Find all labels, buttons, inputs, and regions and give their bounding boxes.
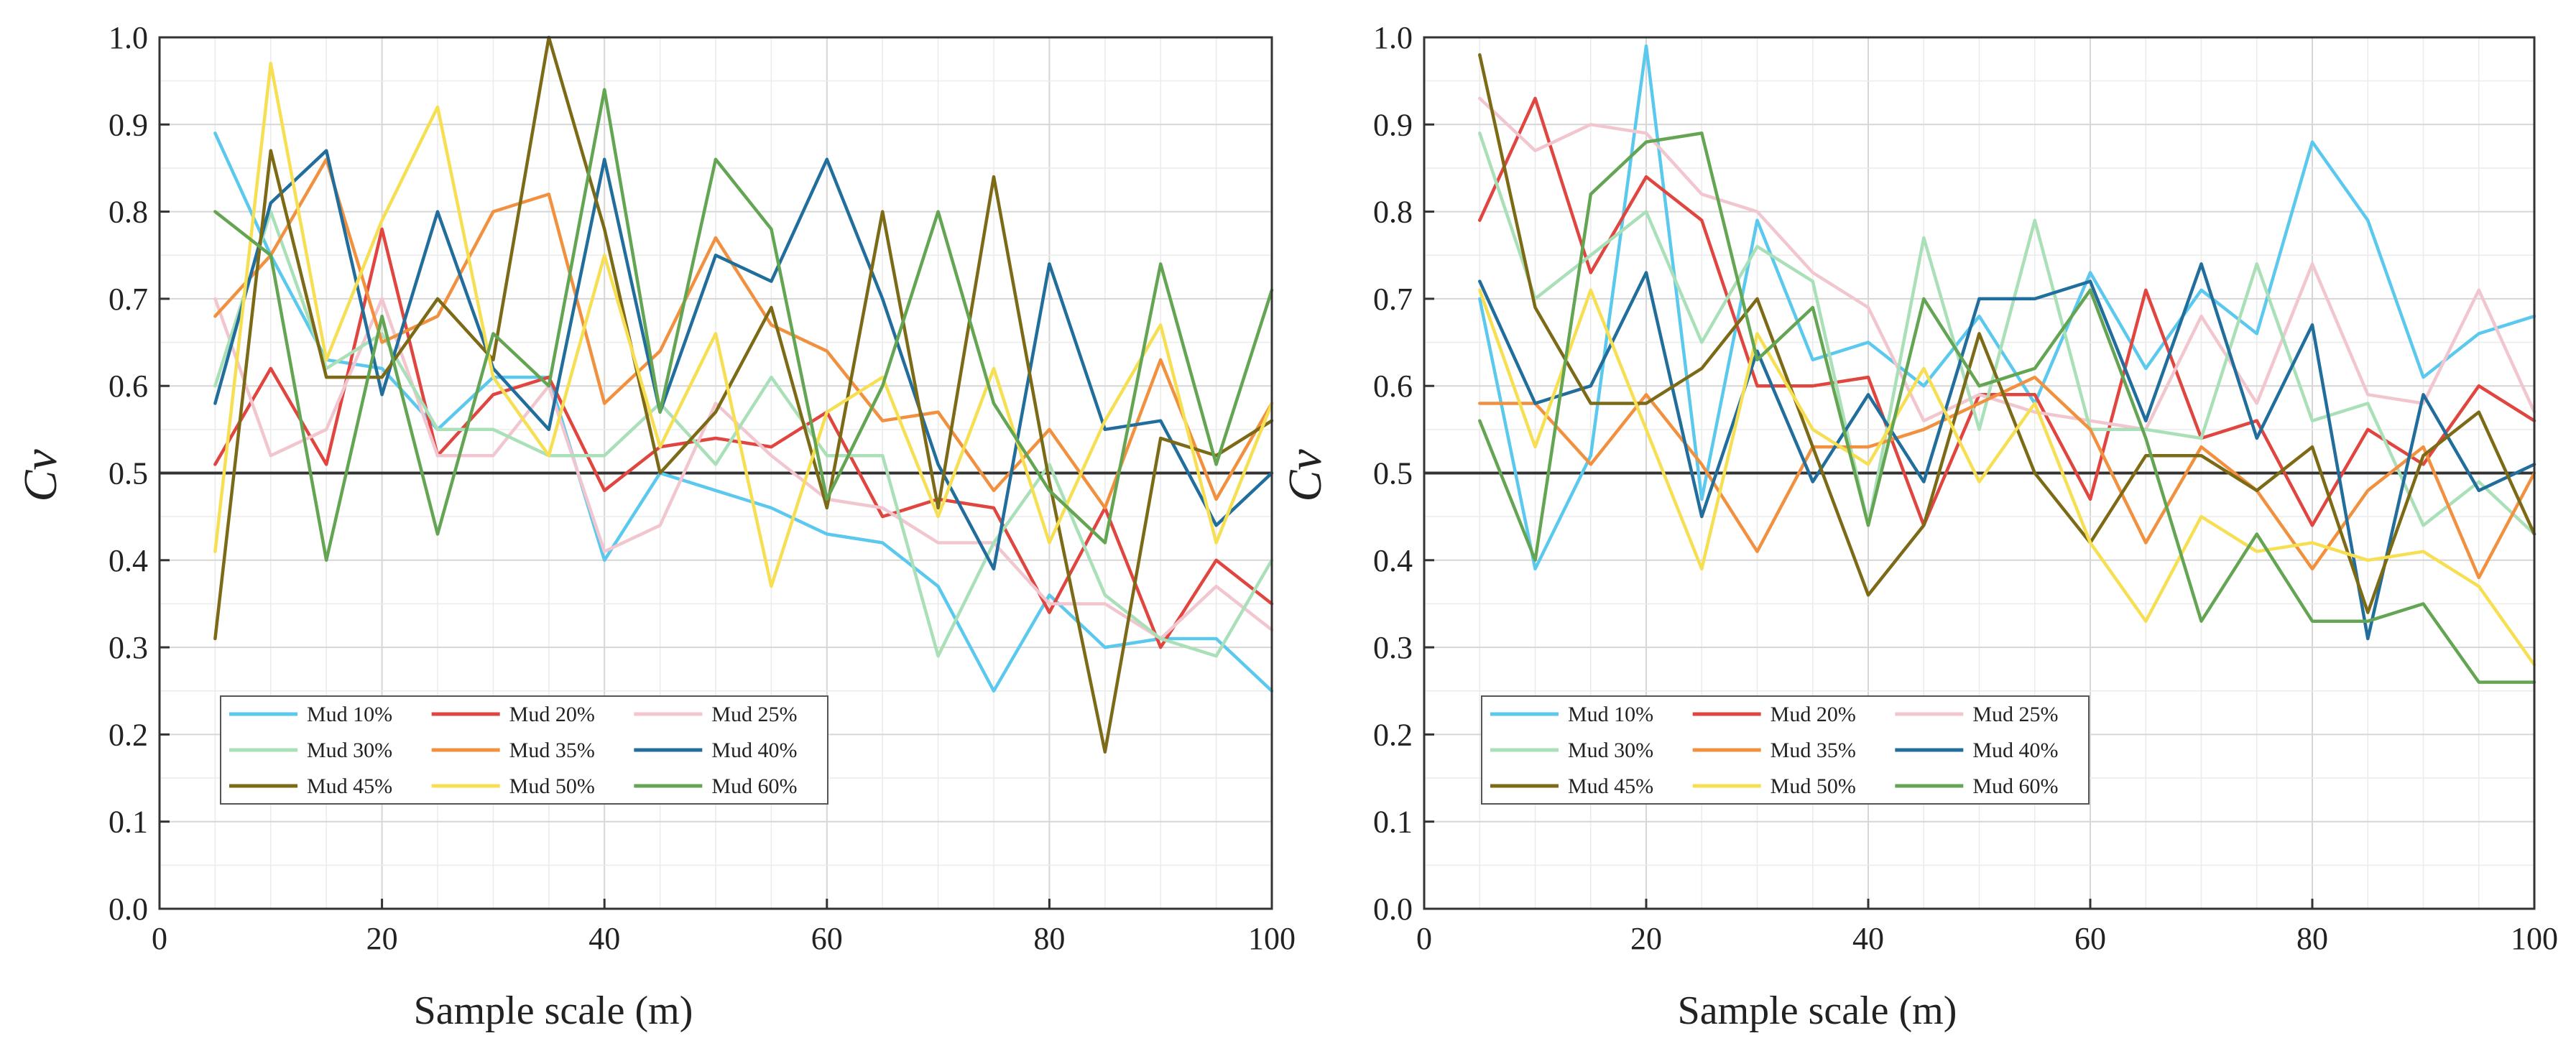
legend-label-mud-45: Mud 45% — [1568, 774, 1653, 798]
series-line-mud-50 — [1478, 288, 2536, 667]
y-tick-label: 0.3 — [109, 630, 148, 665]
legend-label-mud-20: Mud 20% — [509, 703, 595, 726]
series-line-mud-10 — [1478, 44, 2536, 571]
y-tick-label: 0.4 — [1373, 543, 1413, 578]
legend: Mud 10% Mud 20% Mud 25% Mud 30% Mud 35% Mud 4… — [220, 695, 828, 805]
y-tick-label: 0.7 — [109, 282, 148, 317]
legend-label-mud-35: Mud 35% — [1771, 739, 1856, 762]
series-line-mud-20 — [213, 227, 1274, 649]
y-tick-label: 0.6 — [109, 369, 148, 404]
series-group — [213, 35, 1274, 754]
legend-label-mud-20: Mud 20% — [1771, 703, 1856, 726]
series-group — [1478, 44, 2536, 684]
x-tick-label: 40 — [1852, 921, 1884, 956]
series-line-mud-30 — [1478, 131, 2536, 536]
series-line-mud-25 — [213, 297, 1274, 641]
y-tick-label: 0.4 — [109, 543, 148, 578]
legend-label-mud-25: Mud 25% — [1972, 703, 2058, 726]
y-tick-label: 0.1 — [109, 805, 148, 840]
y-axis-ticks: 0.0 0.1 0.2 0.3 0.4 0.5 0.6 0.7 0.8 0.9 1.0 — [109, 20, 170, 927]
y-tick-label: 0.0 — [109, 892, 148, 927]
y-tick-label: 0.8 — [109, 195, 148, 230]
series-line-mud-60 — [1478, 131, 2536, 684]
series-line-mud-10 — [213, 131, 1274, 693]
x-axis-ticks: 0 20 40 60 80 100 — [152, 899, 1296, 956]
y-tick-label: 0.7 — [1373, 282, 1413, 317]
series-line-mud-50 — [213, 62, 1274, 588]
series-line-mud-60 — [213, 88, 1274, 562]
y-tick-label: 0.1 — [1373, 805, 1413, 840]
y-axis-title: Cv — [1279, 449, 1331, 502]
legend-label-mud-25: Mud 25% — [711, 703, 797, 726]
chart-left: Sample scale (m) Cv 0 20 40 60 80 1000.00.10.… — [14, 20, 1296, 1033]
y-axis-ticks: 0.0 0.1 0.2 0.3 0.4 0.5 0.6 0.7 0.8 0.9 1.0 — [1373, 20, 1434, 927]
y-tick-label: 0.3 — [1373, 630, 1413, 665]
x-tick-label: 100 — [1248, 921, 1296, 956]
x-tick-label: 0 — [1416, 921, 1432, 956]
x-tick-label: 20 — [366, 921, 398, 956]
legend-box — [220, 695, 828, 805]
series-line-mud-45 — [213, 35, 1274, 754]
legend: Mud 10% Mud 20% Mud 25% Mud 30% Mud 35% Mud 4… — [1481, 695, 2090, 805]
legend-label-mud-30: Mud 30% — [1568, 739, 1653, 762]
x-tick-label: 40 — [588, 921, 620, 956]
x-axis-title: Sample scale (m) — [1678, 989, 1957, 1033]
series-line-mud-35 — [213, 157, 1274, 510]
x-axis-ticks: 0 20 40 60 80 100 — [1416, 899, 2558, 956]
y-tick-label: 0.9 — [109, 107, 148, 142]
chart-right: Sample scale (m) Cv 0 20 40 60 80 1000.00.10.… — [1279, 20, 2558, 1033]
legend-label-mud-45: Mud 45% — [307, 774, 392, 798]
x-tick-label: 0 — [152, 921, 167, 956]
x-tick-label: 80 — [2296, 921, 2328, 956]
y-tick-label: 0.8 — [1373, 195, 1413, 230]
series-line-mud-35 — [1478, 375, 2536, 580]
legend-label-mud-35: Mud 35% — [509, 739, 595, 762]
legend-label-mud-10: Mud 10% — [307, 703, 392, 726]
legend-label-mud-60: Mud 60% — [711, 774, 797, 798]
y-tick-label: 0.6 — [1373, 369, 1413, 404]
x-tick-label: 80 — [1033, 921, 1065, 956]
y-tick-label: 1.0 — [1373, 20, 1413, 55]
y-tick-label: 0.2 — [1373, 717, 1413, 752]
y-tick-label: 0.5 — [109, 456, 148, 491]
legend-label-mud-40: Mud 40% — [711, 739, 797, 762]
y-tick-label: 1.0 — [109, 20, 148, 55]
x-axis-title: Sample scale (m) — [414, 989, 693, 1033]
legend-label-mud-60: Mud 60% — [1972, 774, 2058, 798]
series-line-mud-45 — [1478, 53, 2536, 614]
legend-box — [1481, 695, 2090, 805]
legend-label-mud-50: Mud 50% — [509, 774, 595, 798]
y-axis-title: Cv — [14, 449, 67, 502]
x-tick-label: 20 — [1630, 921, 1662, 956]
x-tick-label: 60 — [811, 921, 843, 956]
legend-label-mud-10: Mud 10% — [1568, 703, 1653, 726]
y-tick-label: 0.2 — [109, 717, 148, 752]
y-tick-label: 0.5 — [1373, 456, 1413, 491]
y-tick-label: 0.0 — [1373, 892, 1413, 927]
series-line-mud-20 — [1478, 96, 2536, 527]
x-tick-label: 100 — [2511, 921, 2558, 956]
legend-label-mud-50: Mud 50% — [1771, 774, 1856, 798]
legend-label-mud-30: Mud 30% — [307, 739, 392, 762]
legend-label-mud-40: Mud 40% — [1972, 739, 2058, 762]
y-tick-label: 0.9 — [1373, 107, 1413, 142]
x-tick-label: 60 — [2074, 921, 2106, 956]
